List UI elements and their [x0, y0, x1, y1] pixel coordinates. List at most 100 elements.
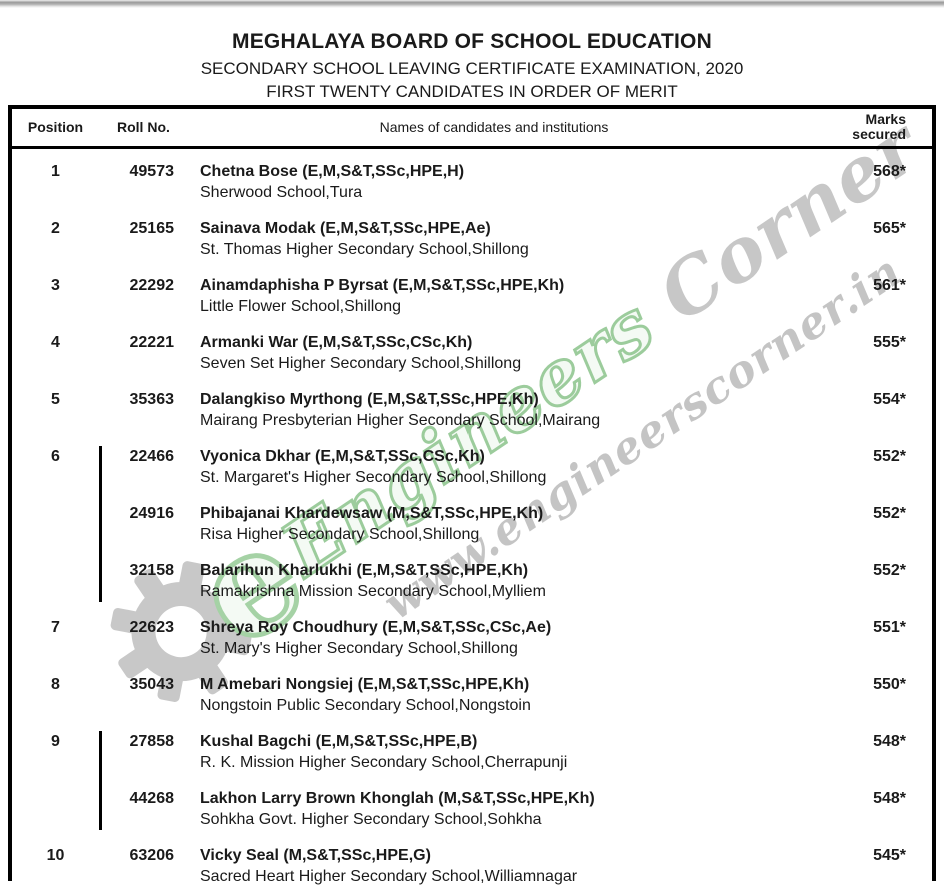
roll-cell: 22292: [129, 277, 175, 294]
candidate-entry: 49573 Chetna Bose (E,M,S&T,SSc,HPE,H) Sh…: [102, 161, 932, 203]
position-cell: 9: [51, 733, 60, 750]
table-header-row: Position Roll No. Names of candidates an…: [12, 109, 932, 149]
candidate-entry: 22292 Ainamdaphisha P Byrsat (E,M,S&T,SS…: [102, 275, 932, 317]
merit-group: 1 49573 Chetna Bose (E,M,S&T,SSc,HPE,H) …: [12, 161, 932, 203]
position-cell: 1: [51, 163, 60, 180]
candidate-school: Risa Higher Secondary School,Shillong: [200, 526, 480, 543]
marks-cell: 554*: [873, 391, 906, 408]
candidate-name: Armanki War (E,M,S&T,SSc,CSc,Kh): [200, 334, 473, 351]
candidate-text-cell: Ainamdaphisha P Byrsat (E,M,S&T,SSc,HPE,…: [174, 275, 822, 317]
candidate-name: Ainamdaphisha P Byrsat (E,M,S&T,SSc,HPE,…: [200, 277, 565, 294]
candidate-school: Sherwood School,Tura: [200, 184, 363, 201]
group-entries: 49573 Chetna Bose (E,M,S&T,SSc,HPE,H) Sh…: [102, 161, 932, 203]
candidate-text-cell: Kushal Bagchi (E,M,S&T,SSc,HPE,B) R. K. …: [174, 731, 822, 773]
candidate-text-cell: Chetna Bose (E,M,S&T,SSc,HPE,H) Sherwood…: [174, 161, 822, 203]
roll-cell: 22466: [129, 448, 175, 465]
candidate-school: Mairang Presbyterian Higher Secondary Sc…: [200, 412, 601, 429]
candidate-entry: 25165 Sainava Modak (E,M,S&T,SSc,HPE,Ae)…: [102, 218, 932, 260]
marks-cell: 565*: [873, 220, 906, 237]
marks-cell: 545*: [873, 847, 906, 864]
col-header-names: Names of candidates and institutions: [379, 119, 609, 135]
candidate-school: Sacred Heart Higher Secondary School,Wil…: [200, 868, 578, 885]
position-cell: 5: [51, 391, 60, 408]
merit-group: 9 27858 Kushal Bagchi (E,M,S&T,SSc,HPE,B…: [12, 731, 932, 830]
position-cell: 10: [46, 847, 65, 864]
roll-cell: 35363: [129, 391, 175, 408]
marks-cell: 555*: [873, 334, 906, 351]
group-entries: 35363 Dalangkiso Myrthong (E,M,S&T,SSc,H…: [102, 389, 932, 431]
merit-group: 6 22466 Vyonica Dkhar (E,M,S&T,SSc,CSc,K…: [12, 446, 932, 602]
marks-cell: 548*: [873, 733, 906, 750]
roll-cell: 63206: [129, 847, 175, 864]
col-header-marks: Marks secured: [796, 112, 932, 142]
candidate-text-cell: Balarihun Kharlukhi (E,M,S&T,SSc,HPE,Kh)…: [174, 560, 822, 602]
candidate-text-cell: Sainava Modak (E,M,S&T,SSc,HPE,Ae) St. T…: [174, 218, 822, 260]
marks-cell: 568*: [873, 163, 906, 180]
candidate-entry: 44268 Lakhon Larry Brown Khonglah (M,S&T…: [102, 788, 932, 830]
document-header: MEGHALAYA BOARD OF SCHOOL EDUCATION SECO…: [0, 8, 944, 102]
roll-cell: 25165: [129, 220, 175, 237]
marks-cell: 552*: [873, 505, 906, 522]
candidate-name: Dalangkiso Myrthong (E,M,S&T,SSc,HPE,Kh): [200, 391, 539, 408]
position-cell: 2: [51, 220, 60, 237]
col-header-roll: Roll No.: [117, 119, 170, 135]
candidate-entry: 27858 Kushal Bagchi (E,M,S&T,SSc,HPE,B) …: [102, 731, 932, 773]
col-header-marks-line2: secured: [852, 126, 906, 142]
candidate-school: Nongstoin Public Secondary School,Nongst…: [200, 697, 531, 714]
merit-group: 10 63206 Vicky Seal (M,S&T,SSc,HPE,G) Sa…: [12, 845, 932, 887]
candidate-entry: 63206 Vicky Seal (M,S&T,SSc,HPE,G) Sacre…: [102, 845, 932, 887]
merit-table: Position Roll No. Names of candidates an…: [8, 105, 936, 885]
candidate-name: Phibajanai Khardewsaw (M,S&T,SSc,HPE,Kh): [200, 505, 544, 522]
group-entries: 63206 Vicky Seal (M,S&T,SSc,HPE,G) Sacre…: [102, 845, 932, 887]
document: MEGHALAYA BOARD OF SCHOOL EDUCATION SECO…: [0, 8, 944, 885]
candidate-school: R. K. Mission Higher Secondary School,Ch…: [200, 754, 568, 771]
candidate-text-cell: Dalangkiso Myrthong (E,M,S&T,SSc,HPE,Kh)…: [174, 389, 822, 431]
candidate-text-cell: Phibajanai Khardewsaw (M,S&T,SSc,HPE,Kh)…: [174, 503, 822, 545]
roll-cell: 44268: [129, 790, 175, 807]
candidate-name: Balarihun Kharlukhi (E,M,S&T,SSc,HPE,Kh): [200, 562, 529, 579]
group-entries: 27858 Kushal Bagchi (E,M,S&T,SSc,HPE,B) …: [102, 731, 932, 830]
roll-cell: 27858: [129, 733, 175, 750]
subtitle-examination: SECONDARY SCHOOL LEAVING CERTIFICATE EXA…: [200, 59, 744, 78]
candidate-school: St. Margaret's Higher Secondary School,S…: [200, 469, 547, 486]
candidate-entry: 22623 Shreya Roy Choudhury (E,M,S&T,SSc,…: [102, 617, 932, 659]
merit-group: 2 25165 Sainava Modak (E,M,S&T,SSc,HPE,A…: [12, 218, 932, 260]
merit-group: 4 22221 Armanki War (E,M,S&T,SSc,CSc,Kh)…: [12, 332, 932, 374]
col-header-marks-line1: Marks: [865, 111, 906, 127]
group-entries: 22466 Vyonica Dkhar (E,M,S&T,SSc,CSc,Kh)…: [102, 446, 932, 602]
marks-cell: 551*: [873, 619, 906, 636]
merit-group: 8 35043 M Amebari Nongsiej (E,M,S&T,SSc,…: [12, 674, 932, 716]
marks-cell: 550*: [873, 676, 906, 693]
position-cell: 4: [51, 334, 60, 351]
candidate-text-cell: M Amebari Nongsiej (E,M,S&T,SSc,HPE,Kh) …: [174, 674, 822, 716]
candidate-name: Chetna Bose (E,M,S&T,SSc,HPE,H): [200, 163, 465, 180]
candidate-text-cell: Armanki War (E,M,S&T,SSc,CSc,Kh) Seven S…: [174, 332, 822, 374]
merit-group: 5 35363 Dalangkiso Myrthong (E,M,S&T,SSc…: [12, 389, 932, 431]
roll-cell: 49573: [129, 163, 175, 180]
tie-bar: [99, 731, 102, 830]
position-cell: 6: [51, 448, 60, 465]
candidate-name: Lakhon Larry Brown Khonglah (M,S&T,SSc,H…: [200, 790, 595, 807]
subtitle-merit-list: FIRST TWENTY CANDIDATES IN ORDER OF MERI…: [266, 82, 678, 101]
candidate-school: Seven Set Higher Secondary School,Shillo…: [200, 355, 522, 372]
position-cell: 8: [51, 676, 60, 693]
group-entries: 35043 M Amebari Nongsiej (E,M,S&T,SSc,HP…: [102, 674, 932, 716]
marks-cell: 552*: [873, 448, 906, 465]
position-cell: 3: [51, 277, 60, 294]
roll-cell: 22221: [129, 334, 175, 351]
merit-group: 7 22623 Shreya Roy Choudhury (E,M,S&T,SS…: [12, 617, 932, 659]
group-entries: 22623 Shreya Roy Choudhury (E,M,S&T,SSc,…: [102, 617, 932, 659]
candidate-name: Sainava Modak (E,M,S&T,SSc,HPE,Ae): [200, 220, 491, 237]
candidate-text-cell: Vyonica Dkhar (E,M,S&T,SSc,CSc,Kh) St. M…: [174, 446, 822, 488]
roll-cell: 32158: [129, 562, 175, 579]
candidate-name: Kushal Bagchi (E,M,S&T,SSc,HPE,B): [200, 733, 478, 750]
candidate-name: M Amebari Nongsiej (E,M,S&T,SSc,HPE,Kh): [200, 676, 530, 693]
tie-bar: [99, 446, 102, 602]
page-title: MEGHALAYA BOARD OF SCHOOL EDUCATION: [232, 30, 712, 53]
position-cell: 7: [51, 619, 60, 636]
merit-group: 3 22292 Ainamdaphisha P Byrsat (E,M,S&T,…: [12, 275, 932, 317]
candidate-school: Little Flower School,Shillong: [200, 298, 401, 315]
group-entries: 22292 Ainamdaphisha P Byrsat (E,M,S&T,SS…: [102, 275, 932, 317]
col-header-position: Position: [27, 119, 84, 135]
candidate-school: St. Mary's Higher Secondary School,Shill…: [200, 640, 518, 657]
